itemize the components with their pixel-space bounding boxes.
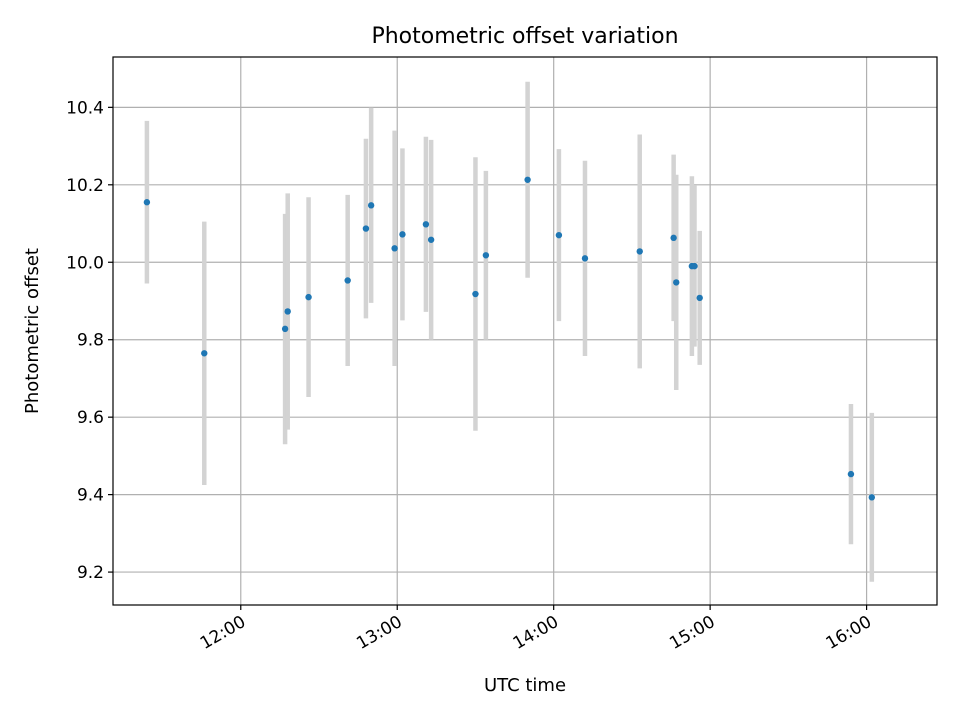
data-point [847, 470, 855, 478]
data-point [636, 248, 643, 255]
y-tick-label: 9.2 [77, 563, 104, 583]
data-point [482, 252, 490, 259]
grid [113, 57, 937, 605]
data-point [362, 225, 370, 232]
data-point [696, 294, 703, 302]
y-axis: 9.2 9.4 9.6 9.8 10.0 10.2 10.4 [66, 98, 113, 583]
data-point [201, 350, 208, 357]
data-point [367, 202, 375, 209]
data-point [284, 308, 291, 315]
data-points [143, 176, 876, 501]
y-tick-label: 9.8 [77, 331, 104, 351]
data-point [691, 262, 698, 270]
data-point [555, 231, 563, 239]
y-tick-label: 10.4 [66, 98, 104, 118]
x-axis-label: UTC time [484, 675, 566, 696]
data-point [673, 279, 680, 286]
data-point [670, 234, 677, 242]
y-tick-label: 10.0 [66, 253, 104, 273]
data-point [391, 245, 398, 252]
data-point [399, 231, 406, 238]
data-point [524, 176, 531, 183]
y-tick-label: 10.2 [66, 176, 104, 196]
data-point [422, 221, 430, 228]
data-point [427, 236, 435, 243]
data-point [281, 325, 289, 333]
data-point [472, 290, 479, 298]
y-tick-label: 9.4 [77, 486, 104, 506]
y-tick-label: 9.6 [77, 408, 104, 428]
data-point [868, 494, 876, 501]
data-point [581, 255, 589, 262]
plot-frame [112, 56, 938, 606]
chart-title: Photometric offset variation [371, 24, 678, 49]
data-point [344, 277, 351, 284]
data-point [305, 293, 312, 301]
data-point [143, 199, 151, 206]
y-axis-label: Photometric offset [22, 248, 43, 414]
